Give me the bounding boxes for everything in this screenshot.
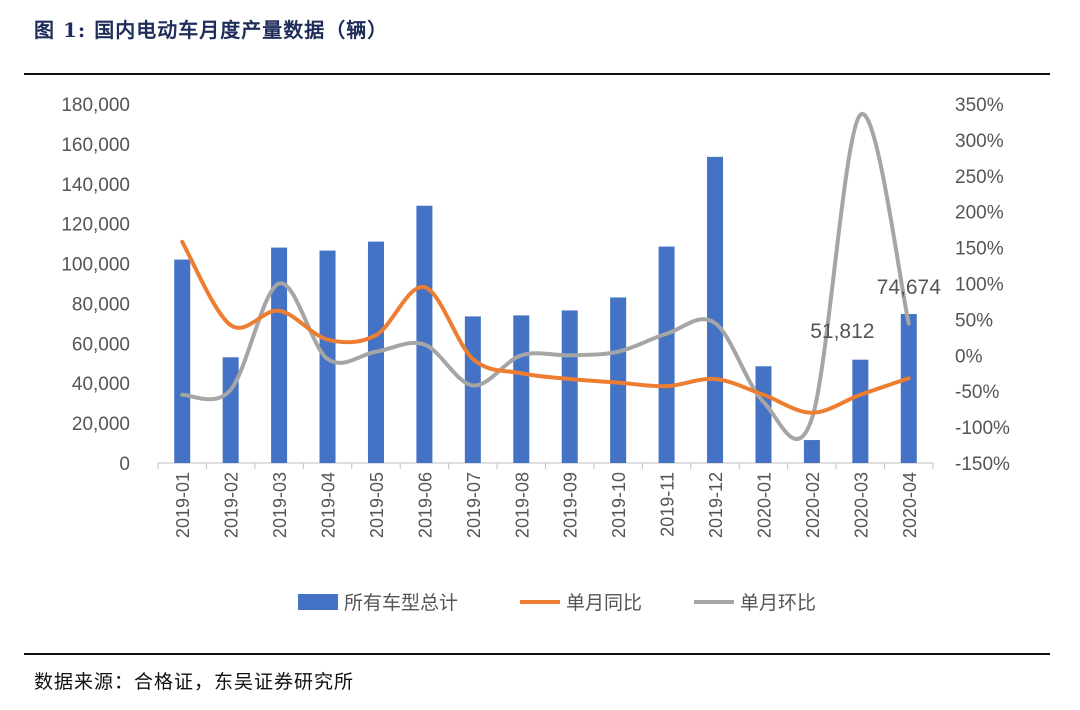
x-tick-label: 2019-02: [222, 472, 242, 538]
x-tick-label: 2019-07: [464, 472, 484, 538]
y-left-tick-label: 180,000: [61, 95, 130, 116]
bar: [658, 246, 675, 463]
legend-label: 所有车型总计: [344, 592, 458, 614]
x-tick-label: 2019-01: [173, 472, 193, 538]
x-tick-label: 2019-04: [319, 472, 339, 538]
data-label: 51,812: [810, 320, 874, 343]
y-right-tick-label: 0%: [955, 346, 983, 367]
x-tick-label: 2019-03: [270, 472, 290, 538]
y-right-tick-label: 300%: [955, 131, 1004, 152]
bar: [416, 205, 433, 463]
y-right-tick-label: 50%: [955, 310, 993, 331]
y-left-tick-label: 160,000: [61, 135, 130, 156]
y-left-tick-label: 40,000: [72, 374, 130, 395]
y-left-tick-label: 20,000: [72, 414, 130, 435]
y-left-tick-label: 0: [119, 454, 130, 475]
y-right-tick-label: -50%: [955, 382, 999, 403]
y-right-tick-label: -100%: [955, 418, 1010, 439]
y-right-tick-label: 200%: [955, 203, 1004, 224]
bar: [707, 156, 724, 463]
bar: [610, 297, 627, 463]
legend-swatch-bar: [298, 594, 338, 610]
bar: [174, 259, 191, 463]
data-label: 74,674: [877, 276, 942, 299]
y-left-tick-label: 80,000: [72, 294, 130, 315]
x-tick-label: 2019-08: [512, 472, 532, 538]
x-tick-label: 2020-01: [754, 472, 774, 538]
series-line-mom: [180, 112, 911, 441]
legend-label: 单月同比: [566, 592, 642, 614]
y-left-tick-label: 100,000: [61, 255, 130, 276]
bar: [513, 315, 530, 463]
x-tick-label: 2019-05: [367, 472, 387, 538]
y-right-tick-label: 100%: [955, 275, 1004, 296]
y-left-tick-label: 120,000: [61, 215, 130, 236]
series-line-yoy: [180, 239, 911, 415]
x-tick-label: 2020-03: [851, 472, 871, 538]
y-right-tick-label: -150%: [955, 454, 1010, 475]
x-tick-label: 2019-11: [658, 472, 678, 537]
x-tick-label: 2019-10: [609, 472, 629, 538]
x-tick-label: 2019-06: [415, 472, 435, 538]
bar: [222, 357, 239, 463]
y-right-tick-label: 150%: [955, 239, 1004, 260]
legend-label: 单月环比: [740, 592, 816, 614]
figure-title: 图 1: 国内电动车月度产量数据（辆）: [34, 18, 389, 42]
y-right-tick-label: 250%: [955, 167, 1004, 188]
x-tick-label: 2020-04: [900, 472, 920, 538]
bar: [900, 314, 917, 463]
y-right-tick-label: 350%: [955, 95, 1004, 116]
bar: [464, 316, 481, 463]
source-note: 数据来源：合格证，东吴证券研究所: [34, 671, 355, 693]
bar: [271, 247, 288, 463]
bottom-rule: [24, 653, 1050, 655]
x-tick-label: 2019-12: [706, 472, 726, 538]
bar: [852, 359, 869, 463]
bar: [561, 310, 578, 463]
bar: [803, 440, 820, 463]
chart: 0 20,000 40,000 60,000 80,000 100,000 120,000 1…: [61, 95, 1010, 614]
y-left-tick-label: 60,000: [72, 334, 130, 355]
top-rule: [24, 73, 1050, 75]
bar: [755, 366, 772, 463]
x-tick-label: 2020-02: [803, 472, 823, 538]
y-left-tick-label: 140,000: [61, 175, 130, 196]
x-tick-label: 2019-09: [561, 472, 581, 538]
